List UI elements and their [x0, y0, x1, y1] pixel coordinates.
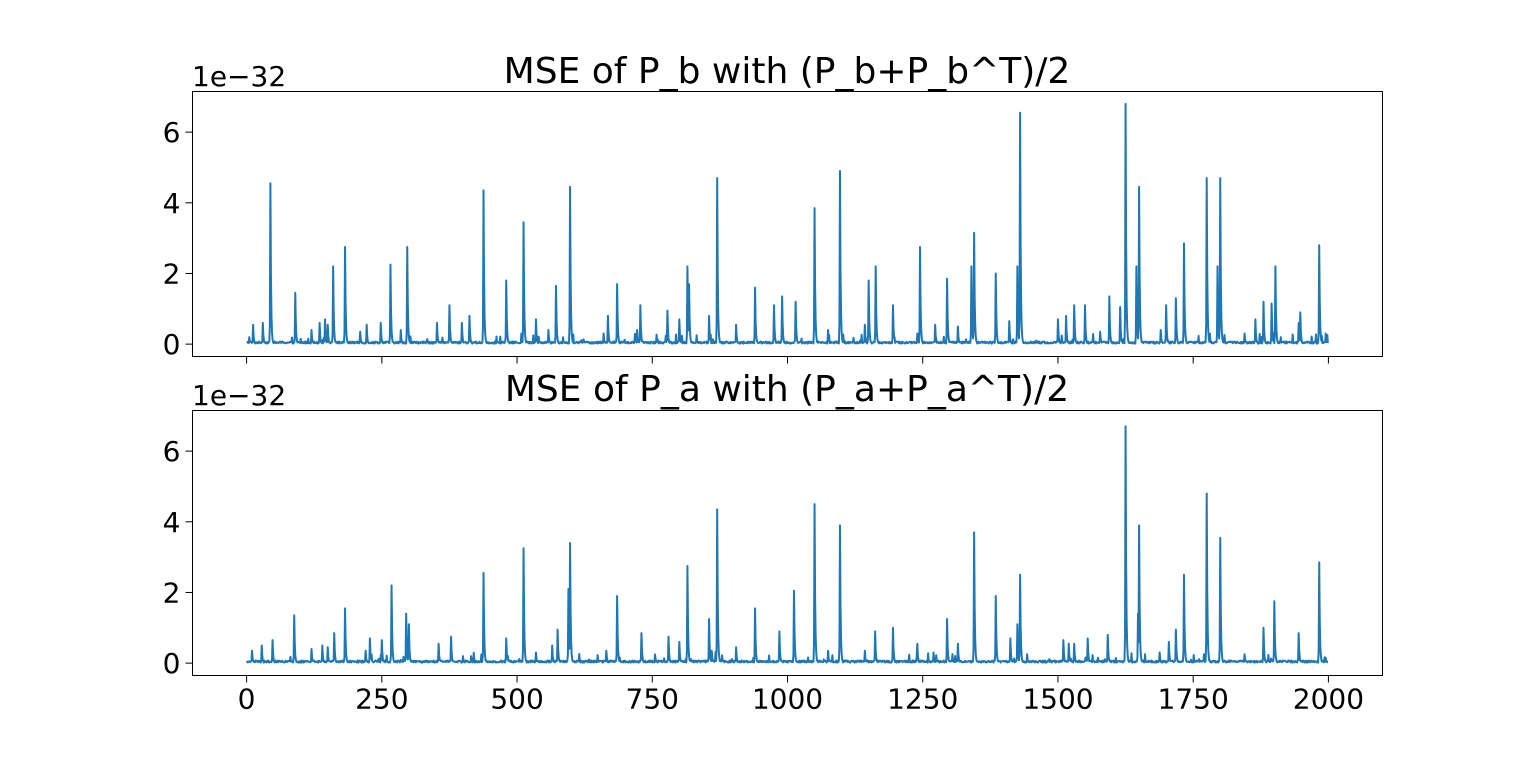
y-offset-label-top: 1e−32 [192, 60, 286, 93]
x-tick-label: 1250 [887, 683, 958, 716]
series-line-bottom [245, 425, 1329, 664]
series-line-top [246, 102, 1329, 345]
x-tick-label: 1750 [1158, 683, 1229, 716]
x-tick-label: 1500 [1022, 683, 1093, 716]
x-tick-label: 750 [626, 683, 679, 716]
y-axis-top: 0 2 4 6 [163, 116, 193, 361]
x-axis-top [246, 356, 1329, 364]
panel-bottom: MSE of P_a with (P_a+P_a^T)/2 1e−32 0 2 4 6… [163, 369, 1383, 716]
x-tick-label: 500 [490, 683, 543, 716]
y-tick-label: 0 [163, 328, 181, 361]
panel-top: MSE of P_b with (P_b+P_b^T)/2 1e−32 0 2 4 6 [163, 51, 1383, 364]
y-tick-label: 0 [163, 647, 181, 680]
chart-title-bottom: MSE of P_a with (P_a+P_a^T)/2 [505, 369, 1069, 410]
plot-area-top [192, 91, 1383, 357]
y-tick-label: 6 [163, 116, 181, 149]
x-tick-label: 0 [238, 683, 256, 716]
y-tick-label: 4 [163, 506, 181, 539]
chart-title-top: MSE of P_b with (P_b+P_b^T)/2 [504, 51, 1071, 92]
y-axis-bottom: 0 2 4 6 [163, 435, 193, 680]
x-tick-label: 2000 [1293, 683, 1364, 716]
x-axis-bottom: 0 250 500 750 1000 1250 1500 1750 2000 [238, 675, 1364, 716]
x-tick-label: 1000 [752, 683, 823, 716]
plot-area-bottom [192, 410, 1383, 676]
y-tick-label: 4 [163, 187, 181, 220]
y-tick-label: 2 [163, 576, 181, 609]
x-tick-label: 250 [355, 683, 408, 716]
y-tick-label: 6 [163, 435, 181, 468]
y-offset-label-bottom: 1e−32 [192, 379, 286, 412]
y-tick-label: 2 [163, 257, 181, 290]
